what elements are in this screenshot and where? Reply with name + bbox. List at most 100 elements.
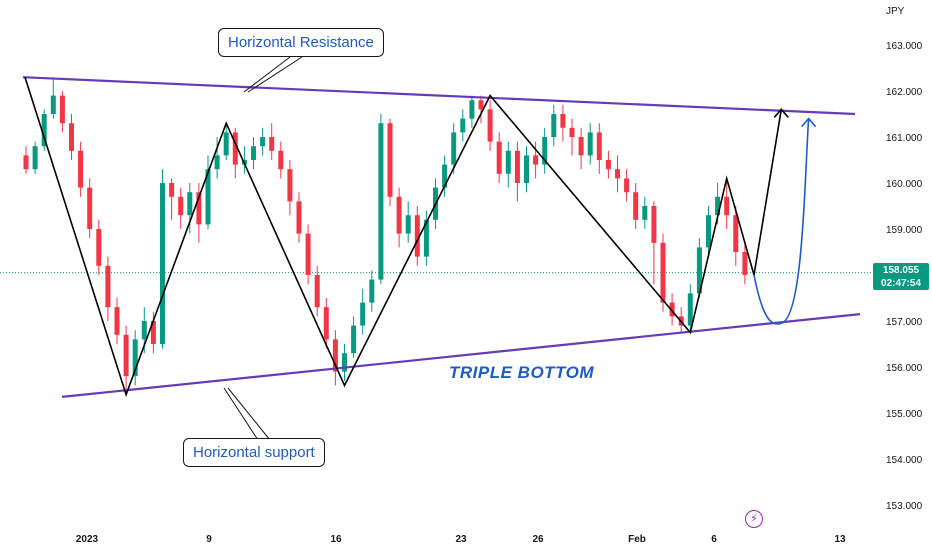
- candle-body: [742, 252, 748, 275]
- projection-arrowhead: [800, 117, 817, 128]
- zigzag-pattern: [24, 76, 783, 398]
- candle-body: [505, 150, 511, 174]
- x-tick-label: 23: [455, 534, 467, 545]
- candle-body: [214, 155, 220, 170]
- zigzag-arrowhead: [773, 108, 789, 118]
- candle-body: [542, 137, 548, 165]
- candle-body: [160, 183, 165, 344]
- candle-body: [251, 146, 256, 160]
- candle-body: [587, 132, 593, 156]
- support-callout-pointer-a: [227, 387, 271, 441]
- candle-body: [642, 206, 648, 220]
- y-tick-label: 161.000: [886, 133, 923, 144]
- resistance-callout-pointer-a: [247, 56, 303, 93]
- x-tick-label: 16: [330, 534, 342, 545]
- candle-body: [169, 183, 175, 197]
- x-tick-label: 2023: [76, 534, 99, 545]
- candle-body: [624, 178, 630, 193]
- candle-body: [651, 206, 657, 243]
- candle-body: [533, 155, 539, 165]
- candle-body: [223, 132, 229, 156]
- candle-body: [605, 160, 611, 170]
- candle-body: [524, 155, 529, 183]
- x-tick-label: 9: [206, 534, 212, 545]
- candle-body: [59, 95, 65, 124]
- candle-body: [141, 321, 147, 340]
- candle-body: [615, 169, 620, 179]
- candle-body: [69, 123, 74, 151]
- x-axis-labels: 2023 9 16 23 26 Feb 6 13: [76, 534, 846, 545]
- y-tick-label: 159.000: [886, 225, 923, 236]
- candle-body: [187, 192, 193, 216]
- support-callout-pointer-b: [223, 387, 259, 441]
- projection-curve: [753, 118, 810, 325]
- candle-body: [696, 247, 702, 294]
- last-price-value: 158.055: [882, 265, 920, 276]
- pattern-label[interactable]: TRIPLE BOTTOM: [449, 363, 595, 382]
- candle-body: [633, 192, 639, 220]
- candle-body: [514, 150, 520, 183]
- last-price-badge: 158.055 02:47:54: [873, 263, 929, 290]
- y-tick-label: 162.000: [886, 87, 923, 98]
- candle-body: [342, 353, 347, 372]
- candle-body: [578, 137, 584, 156]
- resistance-callout[interactable]: Horizontal Resistance: [218, 28, 384, 57]
- candle-body: [487, 109, 493, 142]
- candle-body: [114, 307, 120, 335]
- candle-body: [360, 302, 366, 326]
- candle-body: [196, 192, 202, 225]
- candle-body: [332, 339, 338, 372]
- candle-body: [323, 307, 329, 340]
- candle-body: [32, 146, 38, 170]
- x-tick-label: 6: [711, 534, 717, 545]
- candle-body: [405, 215, 411, 234]
- y-tick-label: 163.000: [886, 41, 923, 52]
- candlestick-series: [23, 77, 748, 395]
- drawing-overlays: [22, 76, 861, 398]
- candle-body: [41, 114, 47, 147]
- candle-body: [551, 114, 557, 137]
- y-tick-label: 153.000: [886, 501, 923, 512]
- candle-body: [150, 321, 156, 344]
- candle-body: [269, 137, 275, 151]
- y-tick-label: 157.000: [886, 317, 923, 328]
- candle-body: [478, 100, 484, 110]
- candle-body: [50, 95, 56, 114]
- candle-body: [596, 132, 602, 160]
- lightning-icon[interactable]: ⚡︎: [745, 510, 763, 528]
- candle-body: [687, 293, 693, 326]
- candle-body: [369, 279, 375, 303]
- candle-body: [669, 302, 675, 317]
- y-tick-label: 154.000: [886, 455, 923, 466]
- candle-body: [132, 339, 138, 377]
- candle-body: [396, 196, 402, 234]
- candle-body: [260, 137, 266, 147]
- candle-body: [423, 219, 429, 257]
- candle-body: [569, 127, 575, 137]
- candle-body: [205, 169, 211, 225]
- support-callout[interactable]: Horizontal support: [183, 438, 325, 467]
- candle-body: [287, 169, 293, 202]
- candle-body: [706, 215, 711, 248]
- candle-body: [715, 196, 721, 216]
- x-tick-label: 26: [532, 534, 544, 545]
- y-tick-label: 156.000: [886, 363, 923, 374]
- candle-body: [351, 325, 357, 354]
- candle-body: [296, 201, 302, 234]
- candle-body: [442, 164, 448, 188]
- bar-countdown: 02:47:54: [880, 278, 922, 289]
- candle-body: [105, 265, 111, 308]
- candle-body: [305, 233, 311, 275]
- resistance-line: [22, 76, 856, 116]
- candle-body: [724, 196, 730, 216]
- candle-body: [78, 150, 84, 188]
- candle-body: [387, 123, 393, 197]
- candle-body: [123, 334, 129, 377]
- candle-body: [496, 141, 502, 174]
- candle-body: [87, 187, 93, 229]
- candle-body: [314, 275, 320, 308]
- candle-body: [560, 114, 566, 128]
- support-line: [61, 313, 861, 398]
